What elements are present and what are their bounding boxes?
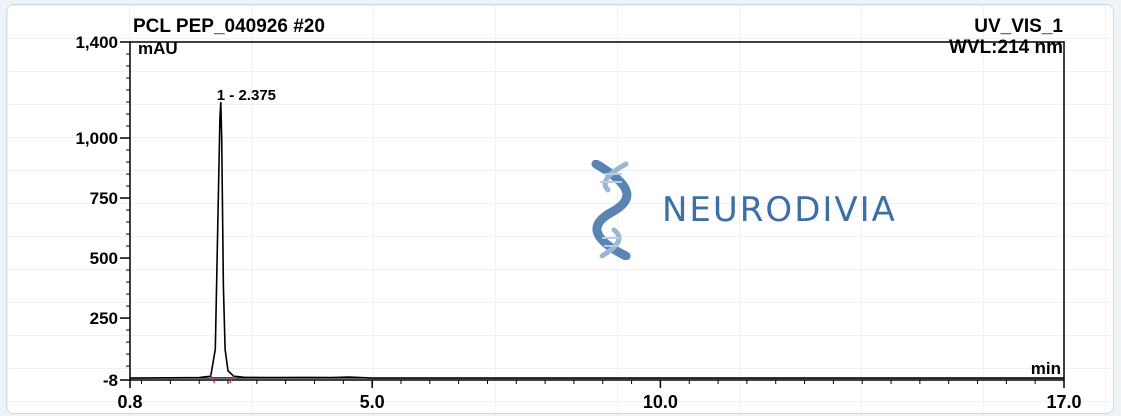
x-tick-label: 5.0 — [360, 392, 385, 412]
x-tick-label: 0.8 — [117, 392, 142, 412]
dna-helix-icon — [591, 160, 632, 260]
y-tick-label: 1,000 — [75, 129, 118, 148]
y-tick-label: 250 — [90, 309, 118, 328]
y-tick-label: 750 — [90, 189, 118, 208]
y-tick-label: 500 — [90, 249, 118, 268]
series-line — [129, 101, 1064, 379]
x-tick-label: 10.0 — [643, 392, 678, 412]
brand-name: NEURODIVIA — [662, 190, 897, 230]
channel-label: UV_VIS_1 — [974, 16, 1063, 37]
y-tick-label: 1,400 — [75, 33, 118, 52]
background-grid — [7, 5, 1113, 413]
peak-label: 1 - 2.375 — [217, 87, 276, 104]
chart-frame — [6, 4, 1114, 414]
y-axis-label: mAU — [138, 39, 178, 58]
peak-boundary-marker — [210, 374, 235, 384]
watermark-logo: NEURODIVIA — [582, 160, 912, 260]
y-tick-label: -8 — [103, 371, 118, 390]
x-tick-label: 17.0 — [1046, 392, 1081, 412]
x-axis-label: min — [1031, 359, 1061, 378]
sample-title: PCL PEP_040926 #20 — [133, 16, 325, 37]
plot-area — [129, 41, 1065, 381]
